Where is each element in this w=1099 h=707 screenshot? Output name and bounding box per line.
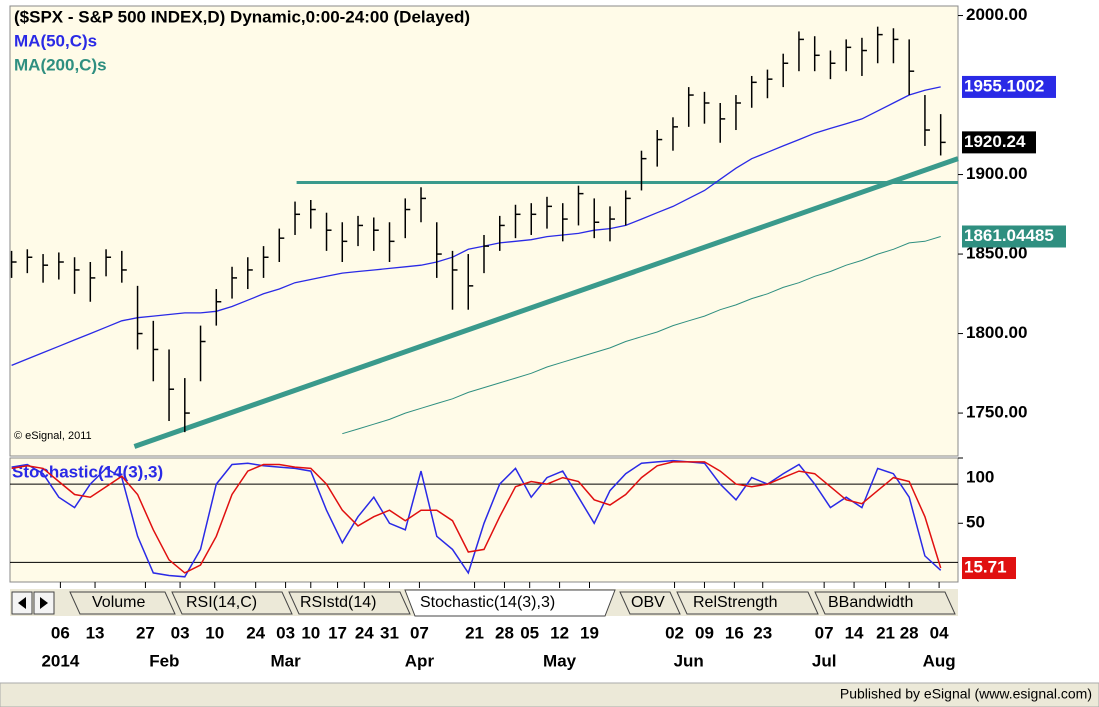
moving-average xyxy=(11,86,941,367)
x-tick-label: 24 xyxy=(355,623,374,642)
footer: Published by eSignal (www.esignal.com) xyxy=(840,686,1092,702)
tab[interactable] xyxy=(814,591,956,615)
x-tick-label: 23 xyxy=(753,623,772,642)
stochastic-title: Stochastic(14(3),3) xyxy=(12,462,163,481)
x-tick-label: 27 xyxy=(136,623,155,642)
tab-label[interactable]: RSI(14,C) xyxy=(186,594,257,611)
x-tick-label: 21 xyxy=(465,623,484,642)
value-box xyxy=(962,75,1056,98)
price-panel xyxy=(9,5,959,457)
legend-entry: MA(200,C)s xyxy=(14,55,107,74)
y-tick-label: 100 xyxy=(966,467,994,486)
month-label: Mar xyxy=(270,651,301,670)
x-tick-label: 17 xyxy=(328,623,347,642)
chart-title: ($SPX - S&P 500 INDEX,D) Dynamic,0:00-24… xyxy=(14,7,470,26)
x-tick-label: 14 xyxy=(845,623,864,642)
x-tick-label: 12 xyxy=(550,623,569,642)
y-tick-label: 1850.00 xyxy=(966,244,1027,263)
value-box xyxy=(962,557,1016,580)
arrow-left xyxy=(18,597,26,609)
tab-label[interactable]: RelStrength xyxy=(693,594,778,611)
tab-label[interactable]: Stochastic(14(3),3) xyxy=(420,594,555,611)
tab-label[interactable]: BBandwidth xyxy=(828,594,913,611)
x-tick-label: 13 xyxy=(86,623,105,642)
tab-label[interactable]: OBV xyxy=(631,594,665,611)
stochastic-panel xyxy=(9,457,959,583)
x-tick-label: 31 xyxy=(380,623,399,642)
month-label: Feb xyxy=(149,651,179,670)
tab-label[interactable]: RSIstd(14) xyxy=(300,594,376,611)
x-tick-label: 07 xyxy=(410,623,429,642)
tab-active[interactable] xyxy=(404,589,616,617)
stochastic-line xyxy=(11,461,942,574)
month-label: May xyxy=(543,651,577,670)
x-tick-label: 05 xyxy=(520,623,539,642)
moving-average xyxy=(342,236,941,435)
x-tick-label: 06 xyxy=(51,623,70,642)
y-tick-label: 50 xyxy=(966,513,985,532)
stochastic-line xyxy=(11,459,942,578)
month-label: Jul xyxy=(812,651,837,670)
x-tick-label: 03 xyxy=(171,623,190,642)
tab-label[interactable]: Volume xyxy=(92,594,145,611)
x-tick-label: 24 xyxy=(246,623,265,642)
copyright: © eSignal, 2011 xyxy=(14,430,92,442)
x-tick-label: 28 xyxy=(900,623,919,642)
legend-entry: MA(50,C)s xyxy=(14,31,97,50)
x-tick-label: 10 xyxy=(205,623,224,642)
x-tick-label: 07 xyxy=(815,623,834,642)
x-tick-label: 02 xyxy=(665,623,684,642)
tab-bar: Volume RSI(14,C) RSIstd(14) Stochastic(1… xyxy=(10,589,958,617)
x-tick-label: 28 xyxy=(495,623,514,642)
month-label: Aug xyxy=(923,651,956,670)
value-label: 15.71 xyxy=(964,558,1007,577)
y-tick-label: 1800.00 xyxy=(966,323,1027,342)
x-tick-label: 09 xyxy=(695,623,714,642)
value-label: 1920.24 xyxy=(964,132,1026,151)
month-label: Apr xyxy=(405,651,435,670)
status-bar xyxy=(0,682,1099,707)
value-label: 1955.1002 xyxy=(964,76,1044,95)
tab[interactable] xyxy=(619,591,681,615)
y-tick-label: 1750.00 xyxy=(966,403,1027,422)
tab[interactable] xyxy=(171,591,293,615)
trendline xyxy=(133,156,959,449)
month-label: 2014 xyxy=(41,651,79,670)
tab[interactable] xyxy=(69,591,176,615)
tab[interactable] xyxy=(676,591,819,615)
value-box xyxy=(962,131,1036,154)
arrow-right xyxy=(40,597,48,609)
x-tick-label: 10 xyxy=(301,623,320,642)
x-tick-label: 03 xyxy=(276,623,295,642)
y-tick-label: 1900.00 xyxy=(966,164,1027,183)
x-tick-label: 19 xyxy=(580,623,599,642)
x-tick-label: 04 xyxy=(930,623,949,642)
tab[interactable] xyxy=(288,591,411,615)
y-tick-label: 2000.00 xyxy=(966,5,1027,24)
x-tick-label: 16 xyxy=(725,623,744,642)
value-label: 1861.04485 xyxy=(964,226,1054,245)
x-tick-label: 21 xyxy=(876,623,895,642)
month-label: Jun xyxy=(674,651,704,670)
value-box xyxy=(962,225,1066,248)
